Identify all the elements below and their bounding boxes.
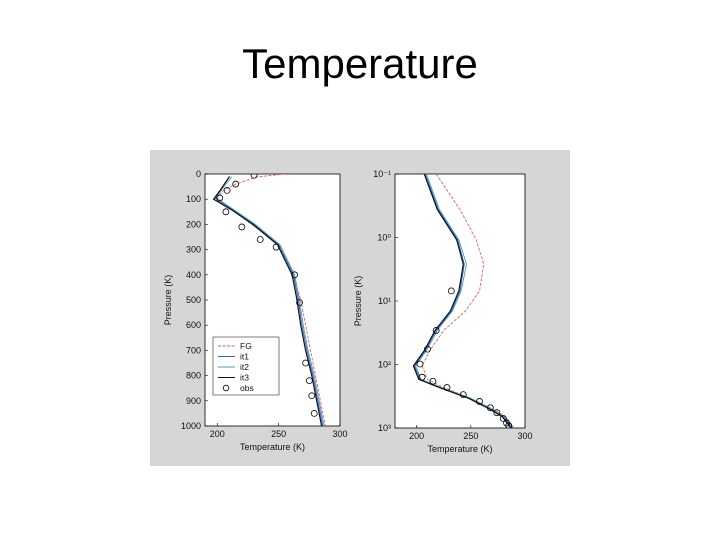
obs-marker xyxy=(476,398,483,405)
x-tick-label: 200 xyxy=(210,429,225,439)
y-tick-label: 300 xyxy=(186,245,201,255)
series-line-it2 xyxy=(415,174,514,428)
obs-marker xyxy=(486,404,494,412)
x-tick-label: 250 xyxy=(463,431,478,441)
obs-marker xyxy=(256,236,264,243)
obs-marker xyxy=(459,391,467,398)
y-tick-label: 0 xyxy=(196,169,201,179)
series-line-it3 xyxy=(212,176,323,426)
legend-entry: it3 xyxy=(240,373,249,383)
y-tick-label: 500 xyxy=(186,295,201,305)
obs-marker xyxy=(432,327,440,334)
obs-marker xyxy=(505,422,513,428)
series-group xyxy=(212,174,326,426)
chart-panel-1: 200 250 300 0 100 200 300 400 500 600 700 800 900 100… xyxy=(163,169,348,452)
obs-marker xyxy=(443,384,451,391)
obs-marker xyxy=(418,373,426,381)
chart-figure: 200 250 300 0 100 200 300 400 500 600 700 800 900 100… xyxy=(150,150,570,466)
x-tick-label: 250 xyxy=(271,429,286,439)
y-axis-label: Pressure (K) xyxy=(163,275,173,326)
series-line-it2 xyxy=(215,176,325,426)
series-group xyxy=(412,174,515,428)
y-tick-label: 600 xyxy=(186,320,201,330)
obs-marker xyxy=(499,415,507,422)
obs-marker xyxy=(302,359,310,367)
x-tick-label: 300 xyxy=(332,429,347,439)
obs-marker xyxy=(216,194,224,202)
y-tick-label: 800 xyxy=(186,371,201,381)
obs-marker xyxy=(238,223,246,231)
legend-entry: FG xyxy=(240,341,252,351)
obs-marker xyxy=(272,243,280,251)
legend-entry: obs xyxy=(240,383,254,393)
y-axis-label: Pressure (K) xyxy=(353,276,363,327)
series-line-it3 xyxy=(412,174,512,428)
obs-marker xyxy=(424,345,431,353)
x-axis-label: Temperature (K) xyxy=(427,444,492,454)
y-tick-label: 400 xyxy=(186,270,201,280)
obs-marker xyxy=(232,180,240,188)
x-tick-label: 200 xyxy=(409,431,424,441)
obs-marker xyxy=(429,377,437,385)
obs-marker xyxy=(447,287,455,295)
slide-title: Temperature xyxy=(242,40,478,87)
obs-marker xyxy=(308,392,316,400)
obs-marker xyxy=(493,409,501,417)
obs-marker xyxy=(310,409,318,417)
legend-box xyxy=(212,336,280,396)
legend-entry: it1 xyxy=(240,352,249,362)
y-tick-label: 700 xyxy=(186,345,201,355)
legend-swatch-obs xyxy=(222,384,230,392)
y-tick-label: 10³ xyxy=(378,423,391,433)
y-tick-label: 200 xyxy=(186,219,201,229)
obs-marker xyxy=(250,174,258,179)
obs-marker xyxy=(416,360,424,368)
y-tick-label: 10⁰ xyxy=(377,233,391,243)
y-tick-label: 10¹ xyxy=(378,296,391,306)
chart-canvas: 200 250 300 0 100 200 300 400 500 600 700 800 900 100… xyxy=(163,169,533,454)
y-tick-label: 100 xyxy=(186,194,201,204)
y-tick-label: 900 xyxy=(186,396,201,406)
x-tick-label: 300 xyxy=(517,431,532,441)
obs-marker xyxy=(222,208,230,216)
y-tick-label: 10² xyxy=(378,360,391,370)
chart-panel-2: 200 250 300 10⁻¹ 10⁰ 10¹ 10² 10³ Temperature (K)… xyxy=(353,169,533,454)
obs-marker xyxy=(305,377,313,385)
obs-marker xyxy=(291,271,298,279)
obs-marker xyxy=(296,299,303,306)
y-tick-label: 1000 xyxy=(181,421,201,431)
legend-entry: it2 xyxy=(240,362,249,372)
plot-area xyxy=(394,173,526,429)
x-axis-label: Temperature (K) xyxy=(240,442,305,452)
y-tick-label: 10⁻¹ xyxy=(373,169,391,179)
obs-marker xyxy=(223,186,231,194)
